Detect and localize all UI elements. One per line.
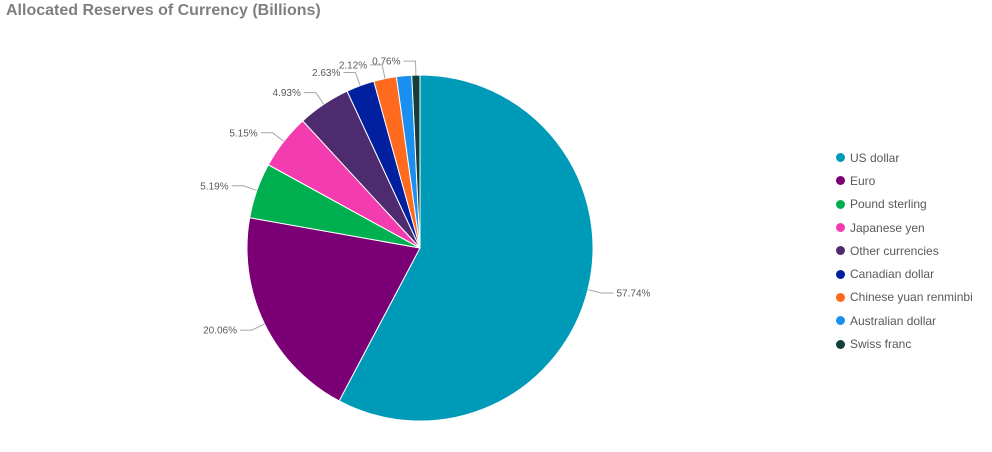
legend-label: Australian dollar (850, 313, 937, 328)
legend-swatch (836, 199, 845, 209)
legend-item-canadian-dollar[interactable]: Canadian dollar (836, 262, 973, 285)
data-label-swiss-franc: 0.76% (372, 57, 400, 68)
legend-label: US dollar (850, 150, 900, 165)
data-label-pound-sterling: 5.19% (200, 181, 228, 192)
chart-title: Allocated Reserves of Currency (Billions… (6, 2, 321, 19)
pie-slice-us-dollar[interactable] (338, 74, 594, 422)
legend-label: Pound sterling (850, 197, 927, 212)
legend-swatch (836, 176, 845, 186)
legend-item-pound-sterling[interactable]: Pound sterling (836, 193, 973, 216)
legend-swatch (836, 316, 845, 326)
leader-line-canadian-dollar (343, 72, 361, 86)
legend-item-us-dollar[interactable]: US dollar (836, 146, 973, 169)
leader-line-euro (240, 323, 265, 331)
legend-label: Canadian dollar (850, 267, 935, 282)
legend-swatch (836, 339, 845, 349)
leader-line-japanese-yen (260, 132, 285, 142)
legend: US dollar Euro Pound sterling Japanese yen O… (836, 146, 973, 356)
leader-line-other-currencies (303, 92, 325, 105)
legend-swatch (836, 292, 845, 302)
legend-item-australian-dollar[interactable]: Australian dollar (836, 309, 973, 332)
data-label-us-dollar: 57.74% (617, 289, 651, 300)
legend-label: Japanese yen (850, 220, 925, 235)
legend-swatch (836, 153, 845, 163)
legend-swatch (836, 269, 845, 279)
data-label-other-currencies: 4.93% (273, 88, 301, 99)
legend-label: Euro (850, 173, 876, 188)
leader-line-swiss-franc (403, 60, 417, 76)
data-label-chinese-yuan-renminbi: 2.12% (339, 60, 367, 71)
legend-label: Swiss franc (850, 337, 912, 352)
leader-line-us-dollar (587, 289, 614, 294)
legend-label: Chinese yuan renminbi (850, 290, 973, 305)
pie-slice-euro[interactable] (246, 217, 421, 402)
data-label-japanese-yen: 5.15% (229, 128, 257, 139)
legend-item-japanese-yen[interactable]: Japanese yen (836, 216, 973, 239)
legend-item-chinese-yuan-renminbi[interactable]: Chinese yuan renminbi (836, 286, 973, 309)
legend-swatch (836, 246, 845, 256)
legend-item-swiss-franc[interactable]: Swiss franc (836, 332, 973, 355)
legend-swatch (836, 223, 845, 233)
legend-item-other-currencies[interactable]: Other currencies (836, 239, 973, 262)
legend-item-euro[interactable]: Euro (836, 169, 973, 192)
legend-label: Other currencies (850, 243, 939, 258)
data-label-euro: 20.06% (203, 326, 237, 337)
pie-slice-swiss-franc[interactable] (411, 74, 421, 249)
leader-line-chinese-yuan-renminbi (370, 64, 386, 79)
data-label-canadian-dollar: 2.63% (312, 68, 340, 79)
leader-line-pound-sterling (231, 185, 257, 191)
